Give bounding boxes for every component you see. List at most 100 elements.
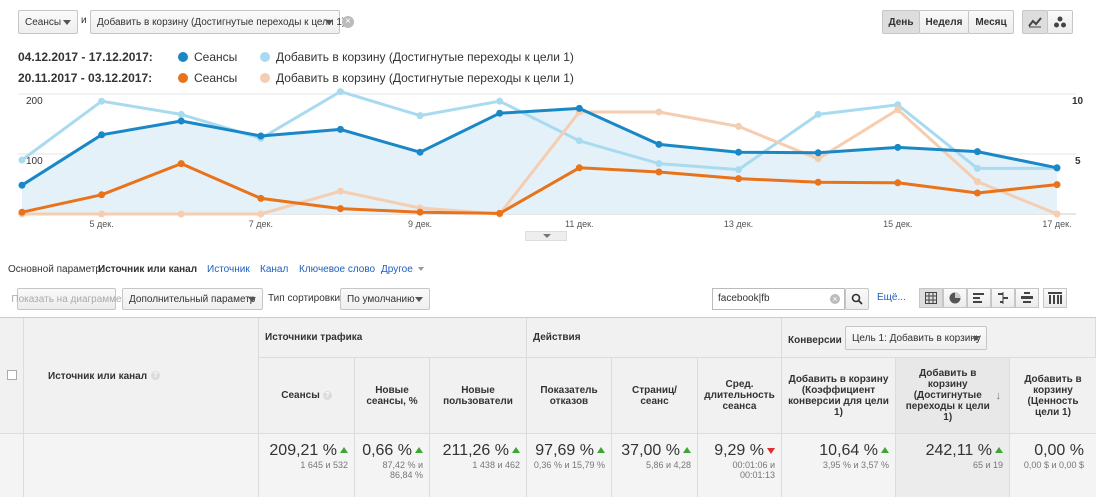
legend-row-current: 04.12.2017 - 17.12.2017: Сеансы Добавить…	[18, 50, 574, 64]
column-header-value[interactable]: Добавить в корзину (Ценность цели 1)	[1010, 358, 1096, 434]
chart-collapse-handle[interactable]	[525, 231, 567, 241]
goal-previous-point	[973, 178, 981, 186]
goal-select[interactable]: Цель 1: Добавить в корзину	[845, 326, 987, 350]
goal-previous-point	[98, 210, 106, 218]
dimension-link-other[interactable]: Другое	[381, 264, 424, 275]
column-header-sessions[interactable]: Сеансы?	[259, 358, 355, 434]
goal-current-point	[814, 110, 822, 118]
column-header-completions[interactable]: Добавить в корзину (Достигнутые переходы…	[896, 358, 1010, 434]
goal-current-line	[21, 90, 1057, 172]
total-conv-rate-value: 10,64 %	[819, 442, 878, 459]
show-on-chart-button[interactable]: Показать на диаграмме	[11, 288, 122, 310]
chevron-down-icon	[415, 297, 423, 302]
column-header-new-sessions[interactable]: Новые сеансы, %	[355, 358, 430, 434]
metric2-label: Добавить в корзину (Достигнутые переходы…	[97, 16, 346, 28]
week-label: Неделя	[925, 16, 963, 28]
total-sessions: 209,21 % 1 645 и 532	[259, 434, 355, 497]
goal-current-point	[336, 88, 344, 96]
x-tick-label: 13 дек.	[723, 219, 754, 229]
y-right-tick-5: 5	[1075, 156, 1081, 167]
group-header-conversions-label: Конверсии	[788, 335, 842, 346]
chevron-down-icon	[972, 336, 980, 341]
total-pages-value: 37,00 %	[621, 442, 680, 459]
legend-range-previous: 20.11.2017 - 03.12.2017:	[18, 71, 153, 85]
goal-current-point	[18, 156, 26, 164]
x-tick-label: 7 дек.	[248, 219, 273, 229]
total-conv-rate-sub: 3,95 % и 3,57 %	[822, 460, 889, 470]
goal-current-point	[177, 110, 185, 118]
x-tick-label: 5 дек.	[89, 219, 114, 229]
pie-view-button[interactable]	[943, 288, 967, 308]
pivot-view-button[interactable]	[1043, 288, 1067, 308]
column-header-duration[interactable]: Сред. длительность сеанса	[698, 358, 782, 434]
column-header-bounce-label: Показатель отказов	[540, 384, 598, 407]
dimension-link-keyword[interactable]: Ключевое слово	[299, 264, 376, 275]
help-icon[interactable]: ?	[322, 391, 332, 400]
week-button[interactable]: Неделя	[919, 10, 969, 34]
secondary-dimension-select[interactable]: Дополнительный параметр	[122, 288, 263, 310]
sessions-current-point	[98, 131, 106, 139]
total-value: 0,00 % 0,00 $ и 0,00 $	[1010, 434, 1096, 497]
sessions-current-point	[18, 181, 26, 189]
legend-label-sessions-previous: Сеансы	[194, 71, 238, 85]
month-button[interactable]: Месяц	[968, 10, 1014, 34]
column-header-bounce[interactable]: Показатель отказов	[527, 358, 612, 434]
remove-metric-icon[interactable]: ×	[342, 16, 354, 28]
table	[0, 317, 1096, 498]
search-button[interactable]	[845, 288, 869, 310]
sort-type-label: Тип сортировки:	[268, 293, 343, 304]
total-new-sessions: 0,66 % 87,42 % и 86,84 %	[355, 434, 430, 497]
y-left-tick-200: 200	[26, 96, 43, 107]
search-icon	[851, 293, 863, 305]
sessions-previous-point	[18, 208, 26, 216]
column-header-pages[interactable]: Страниц/сеанс	[612, 358, 698, 434]
total-completions: 242,11 % 65 и 19	[896, 434, 1010, 497]
chevron-down-icon	[417, 267, 424, 271]
sessions-previous-point	[416, 208, 424, 216]
column-header-value-label: Добавить в корзину (Ценность цели 1)	[1024, 373, 1082, 418]
comparison-view-button[interactable]	[991, 288, 1015, 308]
sort-type-select[interactable]: По умолчанию	[340, 288, 430, 310]
motion-chart-view-button[interactable]	[1047, 10, 1073, 34]
legend-dot-sessions-previous	[178, 73, 188, 83]
column-header-new-users[interactable]: Новые пользователи	[430, 358, 527, 434]
help-icon[interactable]: ?	[151, 371, 160, 380]
clear-search-icon[interactable]: ×	[830, 294, 840, 304]
sessions-previous-point	[575, 164, 583, 172]
total-duration: 9,29 % 00:01:06 и 00:01:13	[698, 434, 782, 497]
total-conv-rate: 10,64 % 3,95 % и 3,57 %	[782, 434, 896, 497]
dimension-link-medium[interactable]: Канал	[260, 264, 289, 275]
sessions-previous-point	[177, 160, 185, 168]
month-label: Месяц	[975, 16, 1007, 28]
column-header-source[interactable]: Источник или канал ?	[24, 318, 259, 434]
goal-previous-point	[336, 187, 344, 195]
sessions-current-point	[575, 104, 583, 112]
dimension-link-source[interactable]: Источник	[207, 264, 250, 275]
x-tick-label: 15 дек.	[883, 219, 913, 229]
table-view-button[interactable]	[919, 288, 943, 308]
goal-current-point	[575, 137, 583, 145]
performance-view-button[interactable]	[967, 288, 991, 308]
chevron-down-icon	[543, 234, 551, 238]
metric2-select[interactable]: Добавить в корзину (Достигнутые переходы…	[90, 10, 345, 34]
line-chart-view-button[interactable]	[1022, 10, 1048, 34]
day-button[interactable]: День	[882, 10, 920, 34]
total-value-sub: 0,00 $ и 0,00 $	[1023, 460, 1084, 470]
sessions-current-point	[257, 132, 265, 140]
table-search-input[interactable]: facebook|fb ×	[712, 288, 845, 310]
sessions-previous-point	[735, 175, 743, 183]
column-header-conv-rate[interactable]: Добавить в корзину (Коэффициент конверси…	[782, 358, 896, 434]
trend-up-icon	[512, 447, 520, 453]
sessions-current-point	[973, 148, 981, 156]
sessions-previous-point	[973, 189, 981, 197]
select-all-checkbox[interactable]	[7, 370, 17, 380]
metric1-select[interactable]: Сеансы	[18, 10, 78, 34]
total-bounce-value: 97,69 %	[535, 442, 594, 459]
more-options-link[interactable]: Ещё...	[877, 292, 906, 303]
legend-range-current: 04.12.2017 - 17.12.2017:	[18, 50, 153, 64]
group-header-actions-label: Действия	[533, 332, 581, 343]
chevron-down-icon	[325, 20, 333, 25]
totals-label-cell	[24, 434, 259, 497]
term-cloud-view-button[interactable]	[1015, 288, 1039, 308]
goal-previous-point	[1053, 210, 1061, 218]
